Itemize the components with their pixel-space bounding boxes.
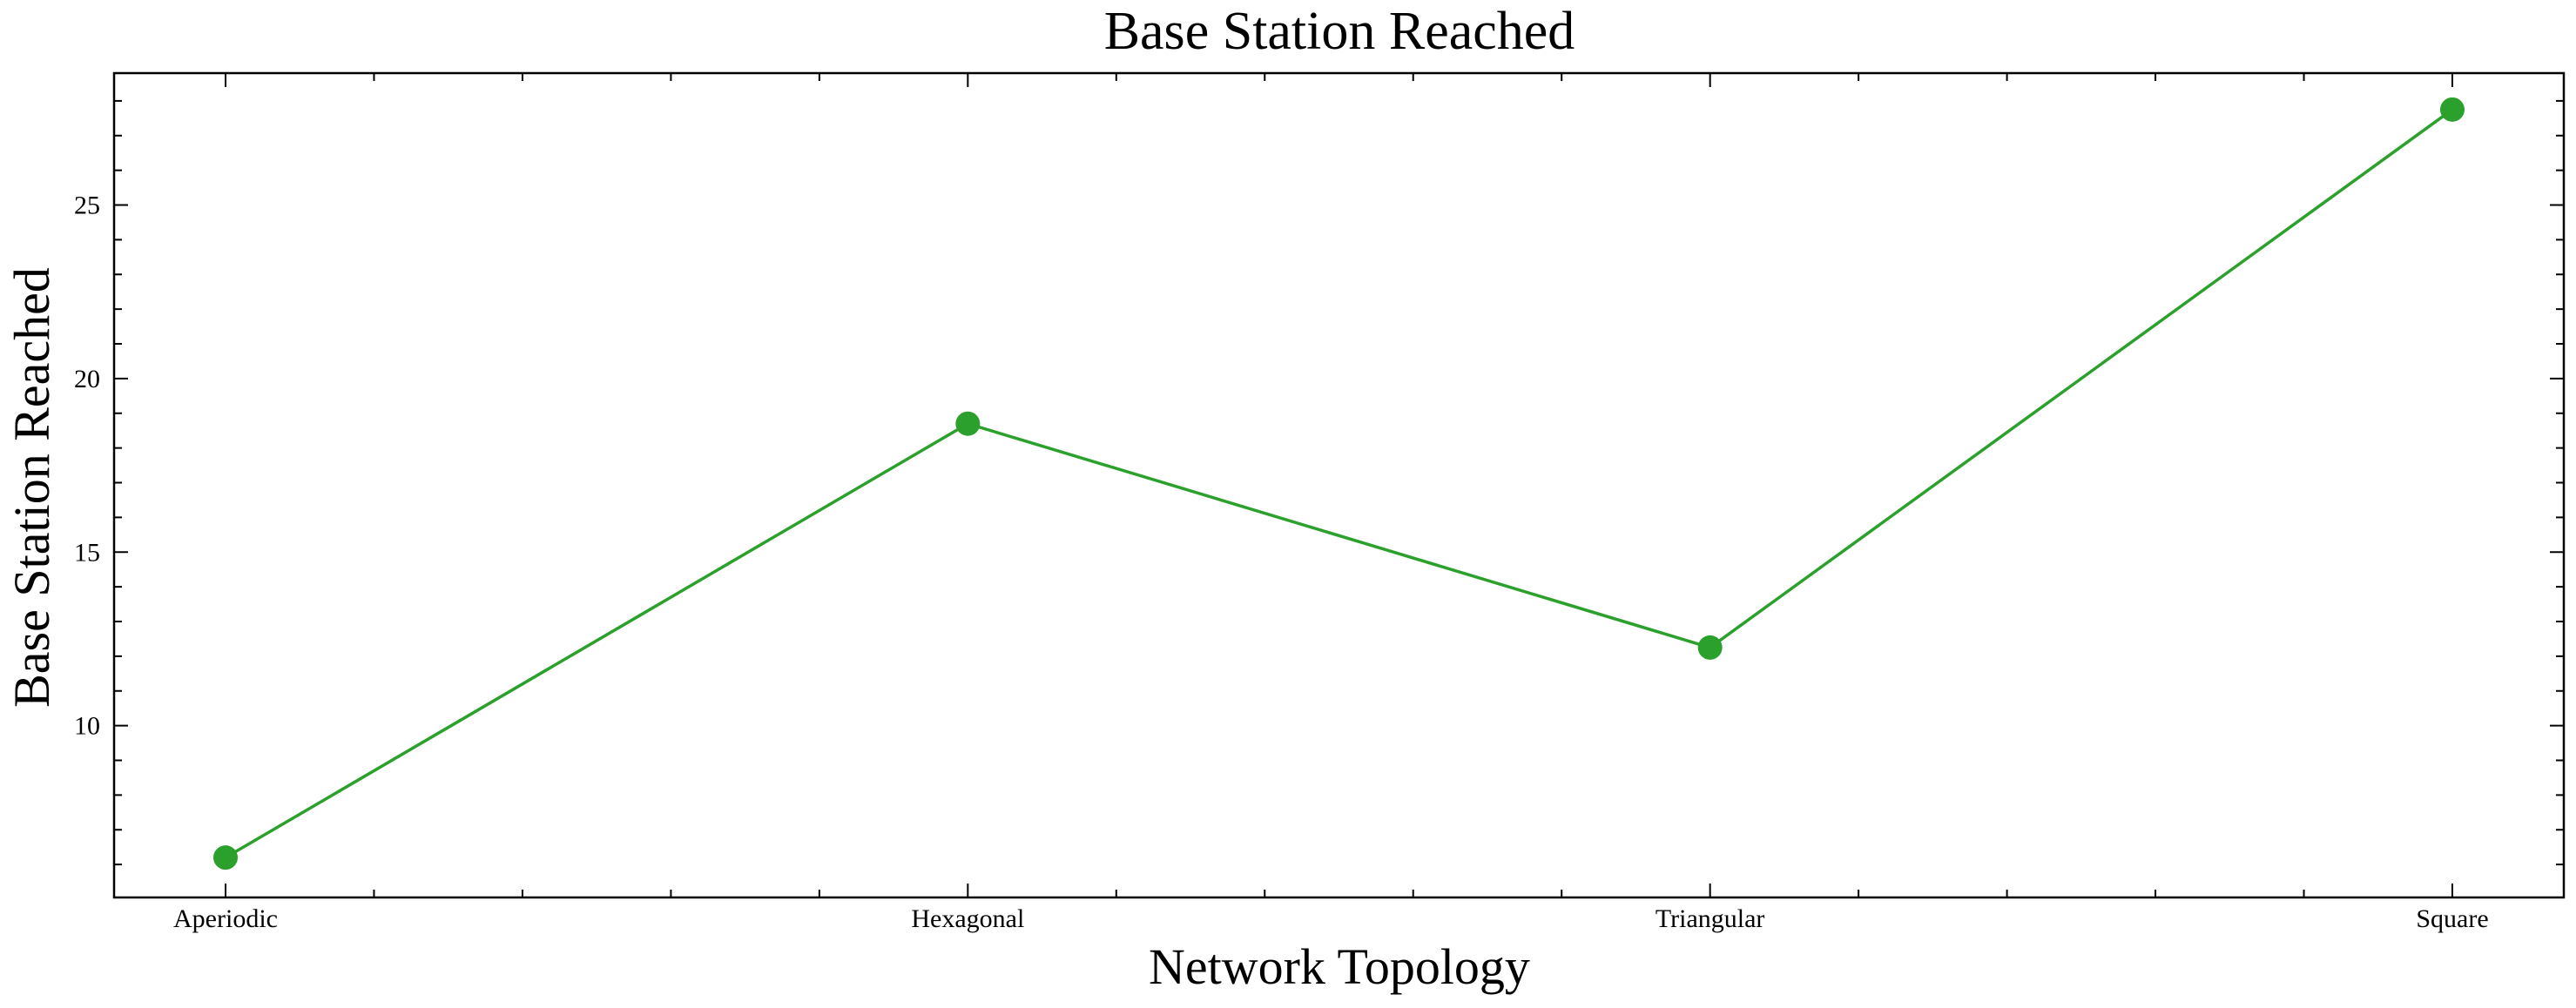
y-tick-label: 20 [74, 365, 100, 393]
y-tick-label: 15 [74, 538, 100, 567]
data-point [2440, 97, 2465, 122]
data-point [1697, 635, 1723, 660]
data-point [955, 411, 981, 436]
plot-frame [112, 71, 2566, 899]
x-axis-label: Network Topology [1149, 938, 1530, 995]
x-tick-label: Square [2416, 904, 2488, 933]
x-tick-label: Triangular [1656, 904, 1765, 933]
axes: Aperiodic Hexagonal Triangular Square 10 15 20… [74, 71, 2566, 933]
x-tick-label: Aperiodic [173, 904, 278, 933]
y-axis-label: Base Station Reached [3, 267, 60, 708]
chart-title: Base Station Reached [1104, 2, 1575, 61]
y-tick-label: 10 [74, 712, 100, 741]
series-group [213, 97, 2465, 870]
x-tick-label: Hexagonal [911, 904, 1024, 933]
y-tick-label: 25 [74, 192, 100, 220]
series-line [225, 108, 2454, 859]
data-point [213, 845, 238, 870]
